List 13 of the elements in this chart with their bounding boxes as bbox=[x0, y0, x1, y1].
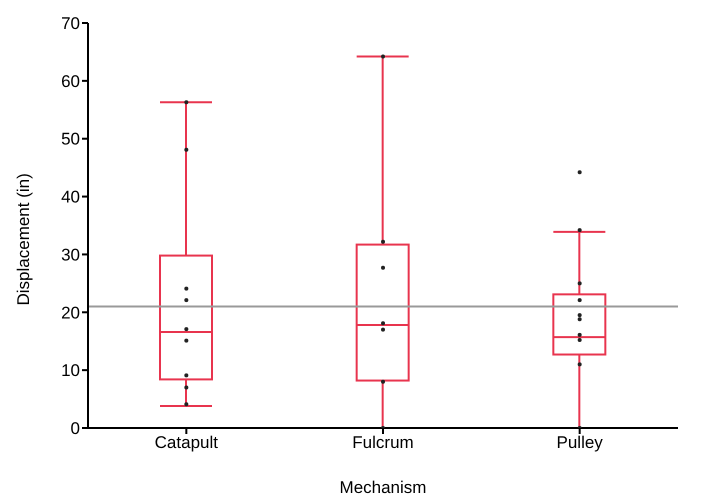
y-tick-label: 70 bbox=[61, 14, 80, 34]
y-tick-label: 60 bbox=[61, 72, 80, 91]
y-axis-title: Displacement (in) bbox=[14, 173, 34, 306]
x-tick-label: Catapult bbox=[154, 433, 218, 452]
x-tick-label: Pulley bbox=[556, 433, 604, 452]
x-tick-label: Fulcrum bbox=[352, 433, 414, 452]
y-tick-label: 10 bbox=[61, 361, 80, 380]
y-tick-label: 20 bbox=[61, 303, 80, 322]
x-axis-title: Mechanism bbox=[340, 478, 426, 497]
y-tick-label: 40 bbox=[61, 188, 80, 207]
y-tick-label: 50 bbox=[61, 130, 80, 149]
y-tick-label: 0 bbox=[70, 419, 80, 438]
y-tick-label: 30 bbox=[61, 245, 80, 264]
